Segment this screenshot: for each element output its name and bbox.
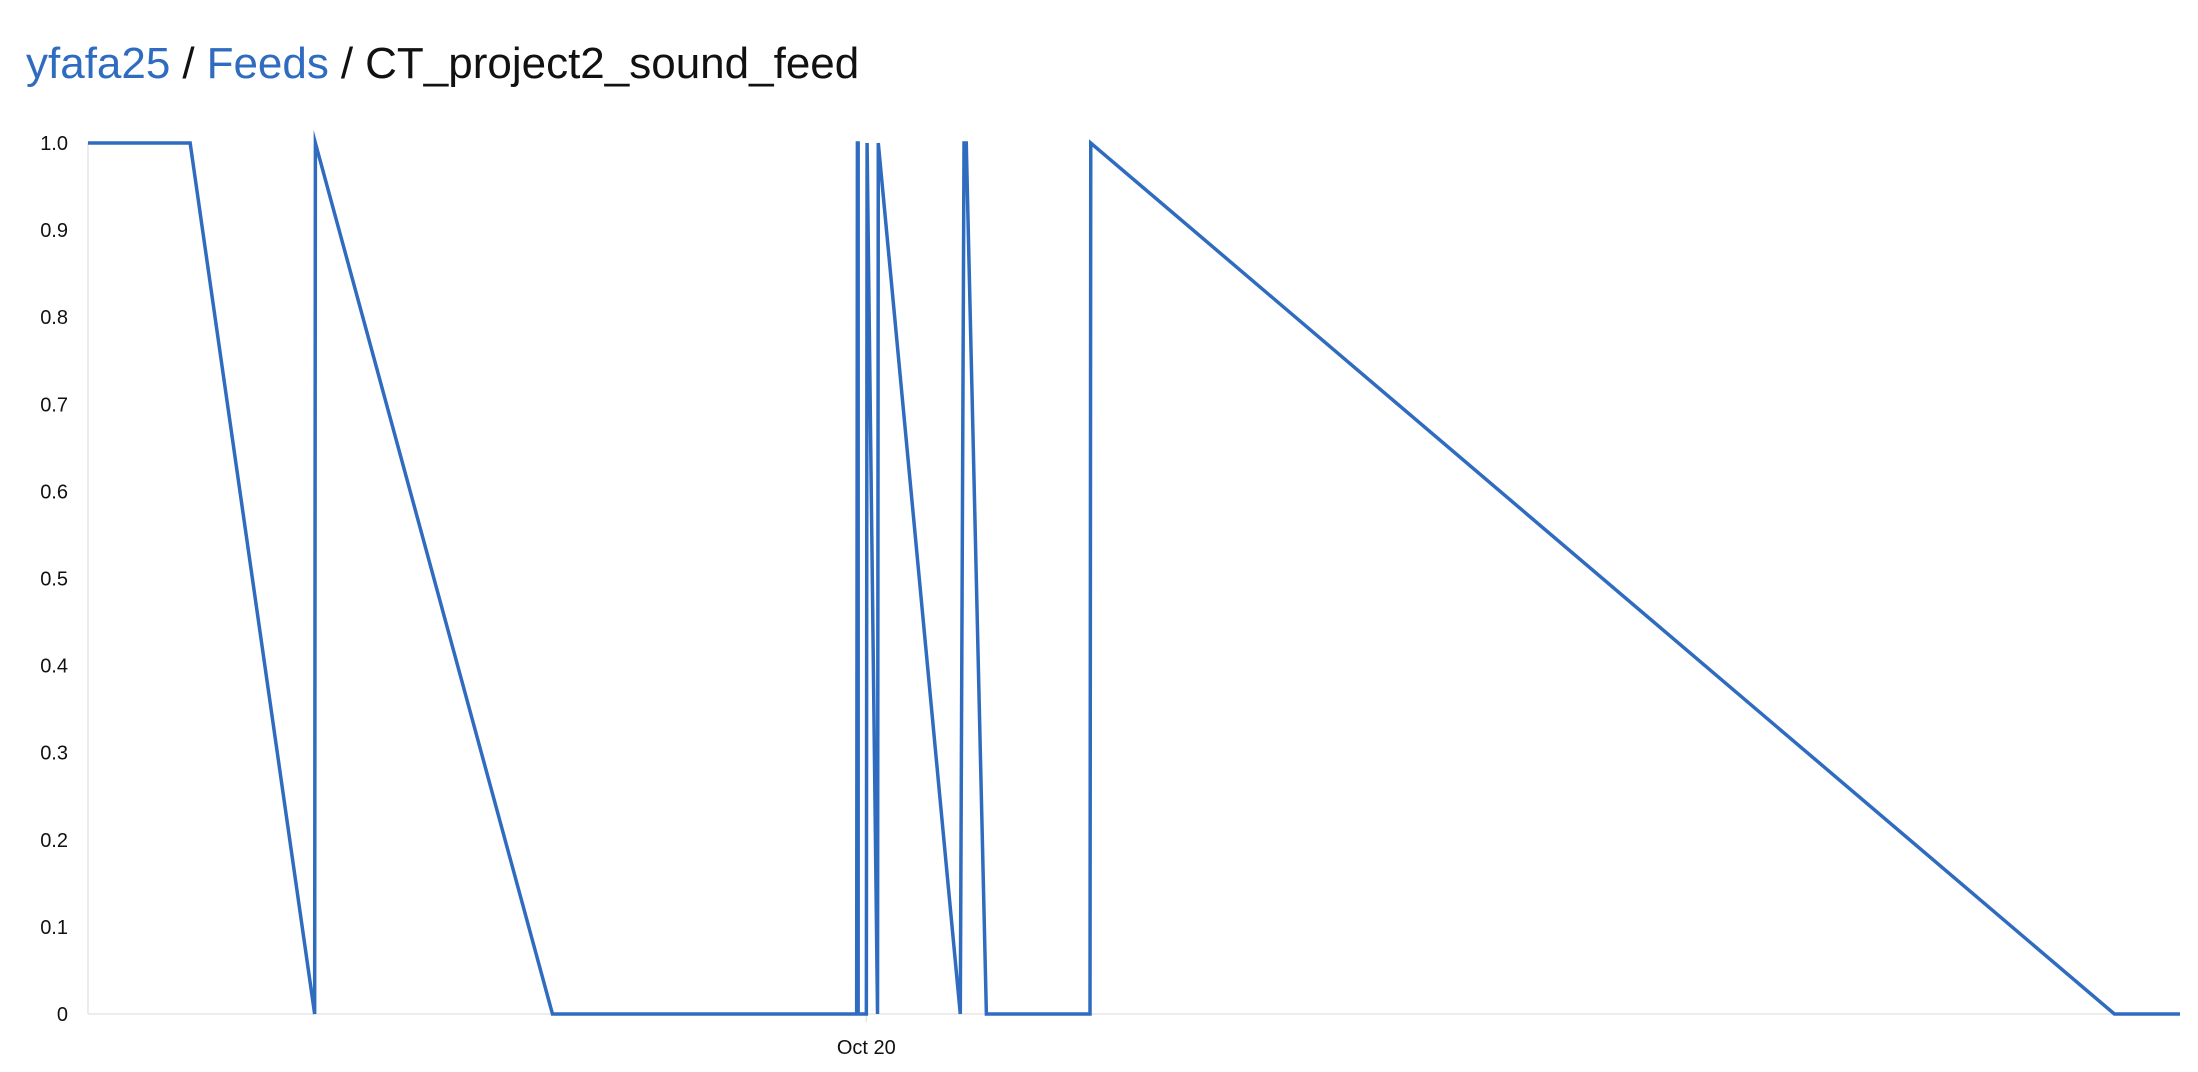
series-group [88, 129, 2180, 1016]
y-tick-label: 0.2 [40, 830, 68, 852]
breadcrumb: yfafa25/Feeds / CT_project2_sound_feed [26, 34, 859, 94]
y-tick-label: 0.3 [40, 743, 68, 765]
y-axis: 0 0.1 0.2 0.3 0.4 0.5 0.6 0.7 0.8 0.9 1.0 [40, 133, 89, 1026]
x-axis: Oct 20 [88, 1013, 2180, 1059]
y-tick-label: 0.4 [40, 656, 68, 678]
x-tick-label: Oct 20 [837, 1037, 896, 1059]
y-tick-label: 0.7 [40, 394, 68, 416]
breadcrumb-user-link[interactable]: yfafa25 [26, 39, 171, 88]
breadcrumb-separator: / [340, 39, 354, 88]
y-tick-label: 0.8 [40, 307, 68, 329]
series-line-0 [88, 129, 2180, 1016]
y-tick-label: 0.9 [40, 220, 68, 242]
y-tick-label: 0 [57, 1004, 68, 1026]
breadcrumb-feeds-link[interactable]: Feeds [206, 39, 329, 88]
y-tick-label: 0.6 [40, 481, 68, 503]
breadcrumb-feed-name: CT_project2_sound_feed [365, 39, 860, 88]
y-tick-label: 1.0 [40, 133, 68, 155]
breadcrumb-separator: / [182, 39, 195, 88]
y-tick-label: 0.5 [40, 569, 68, 591]
y-tick-label: 0.1 [40, 917, 68, 939]
